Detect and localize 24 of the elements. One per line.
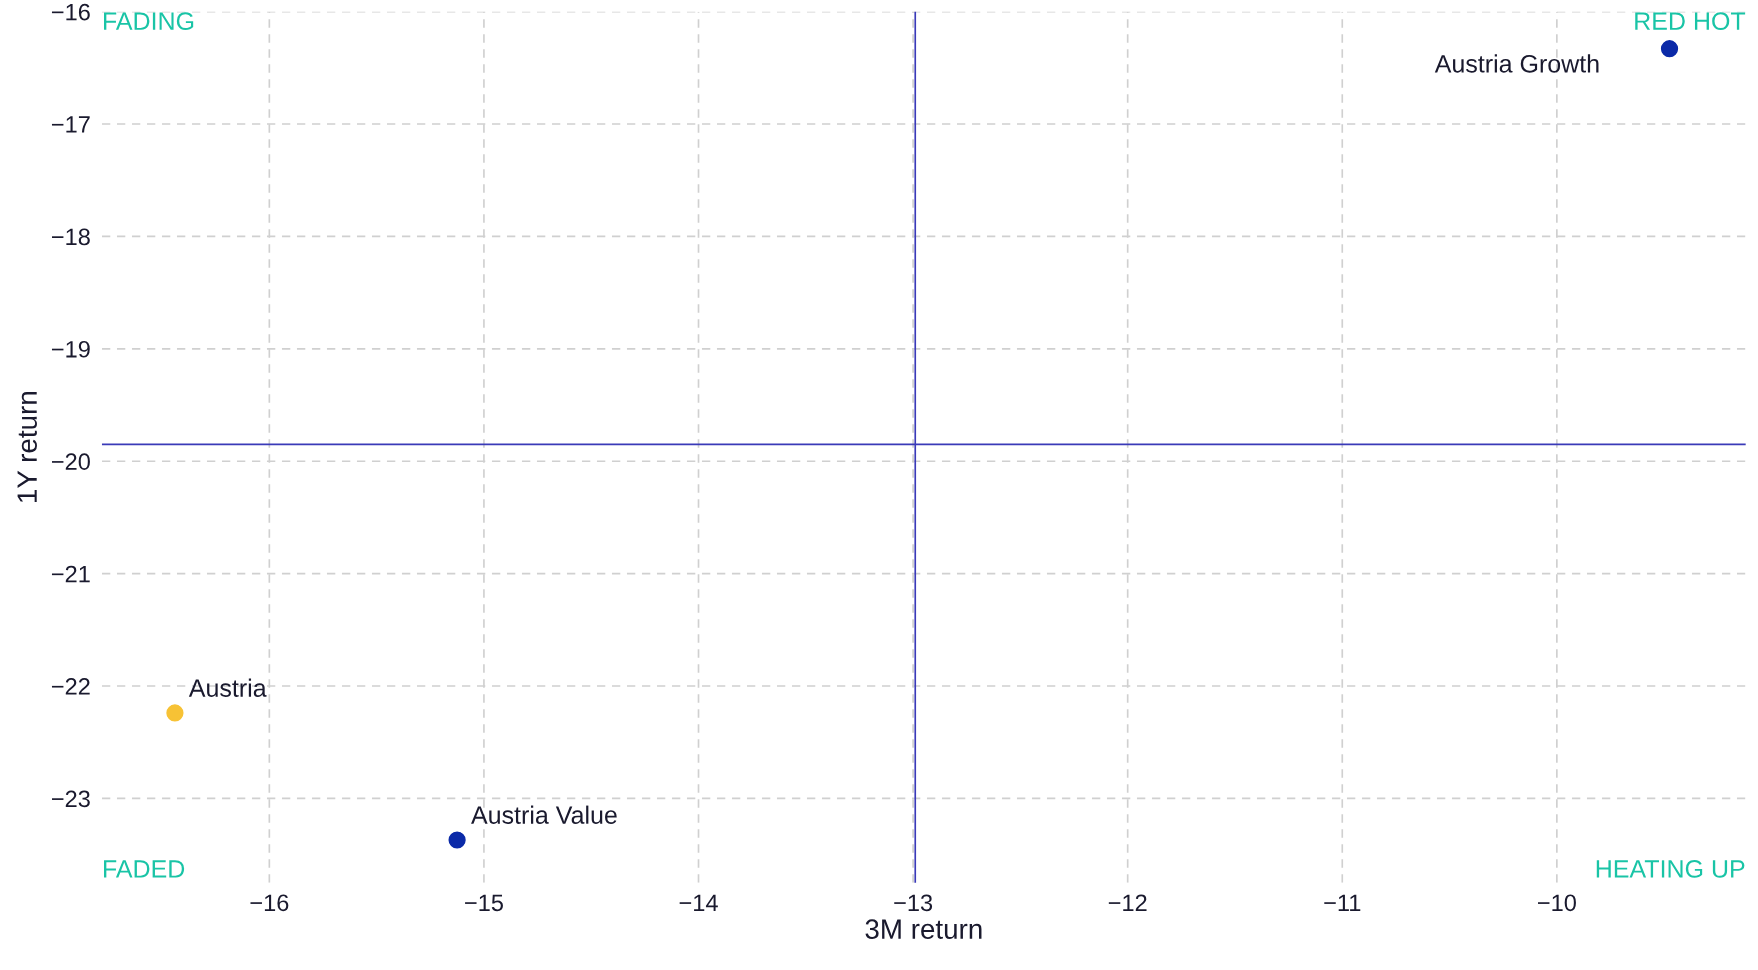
- y-axis-title: 1Y return: [17, 392, 37, 502]
- annotation: RED HOT: [1635, 12, 1746, 30]
- annotation: Austria Value: [471, 805, 617, 824]
- x-tick-label: −14: [679, 894, 718, 911]
- annotation: FADING: [104, 12, 194, 30]
- x-tick-label: −12: [1108, 894, 1147, 911]
- x-tick-label: −13: [894, 894, 933, 912]
- y-tick-label: −17: [51, 116, 90, 133]
- x-tick-label: −10: [1538, 894, 1576, 912]
- annotation: Austria: [188, 678, 267, 697]
- y-tick-label: −19: [51, 340, 90, 358]
- y-tick-label: −20: [51, 453, 90, 471]
- y-tick-label: −23: [51, 790, 90, 808]
- y-tick-label: −22: [51, 678, 90, 695]
- x-tick-label: −16: [250, 894, 289, 912]
- x-axis-title: 3M return: [865, 919, 982, 939]
- x-tick-label: −11: [1324, 894, 1361, 911]
- annotation: HEATING UP: [1596, 860, 1745, 878]
- y-tick-label: −18: [51, 228, 90, 246]
- annotation: FADED: [104, 860, 185, 878]
- y-tick-label: −16: [51, 3, 90, 21]
- annotation: Austria Growth: [1434, 54, 1599, 73]
- x-tick-label: −15: [465, 894, 503, 912]
- y-tick-label: −21: [51, 565, 90, 583]
